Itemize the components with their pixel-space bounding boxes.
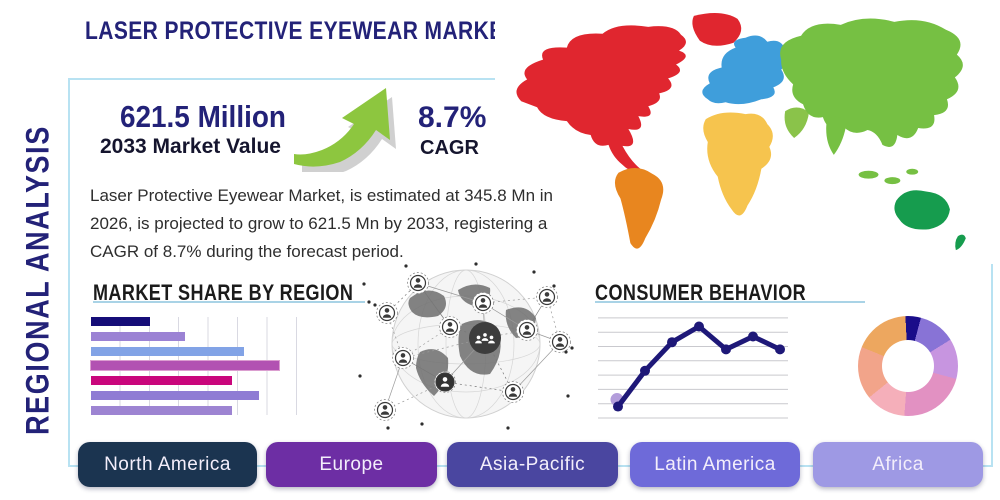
- page-title: LASER PROTECTIVE EYEWEAR MARKET: [85, 17, 517, 45]
- market-value-label: 2033 Market Value: [100, 135, 281, 158]
- region-tab-latin-america[interactable]: Latin America: [630, 442, 800, 487]
- bar-chart-title-underline: [93, 301, 365, 303]
- bar-chart-title: MARKET SHARE BY REGION: [93, 280, 354, 305]
- map-india: [826, 116, 847, 155]
- bar-segment: [91, 376, 233, 386]
- network-nodes: [358, 262, 574, 430]
- region-tab-asia-pacific[interactable]: Asia-Pacific: [447, 442, 618, 487]
- market-share-bar-chart: [89, 317, 303, 415]
- globe-network-illustration: [358, 262, 574, 430]
- bar-segment: [91, 391, 259, 401]
- map-africa: [703, 112, 773, 216]
- cagr-stat: 8.7%: [418, 101, 487, 134]
- line-chart-title-underline: [595, 301, 865, 303]
- growth-arrow-icon: [292, 84, 404, 176]
- bar-segment: [91, 317, 150, 326]
- market-description: Laser Protective Eyewear Market, is esti…: [90, 186, 553, 261]
- map-australia: [894, 190, 950, 230]
- map-middle-east: [784, 107, 810, 138]
- market-value-stat: 621.5 Million: [120, 99, 286, 134]
- map-north-america: [516, 25, 686, 171]
- map-new-zealand: [955, 234, 966, 251]
- bar-segment: [91, 346, 244, 356]
- consumer-behavior-line-chart: [598, 317, 788, 419]
- bar-segment: [89, 360, 281, 372]
- cagr-label: CAGR: [420, 137, 479, 159]
- map-europe: [702, 35, 789, 105]
- world-map: [495, 4, 995, 264]
- region-tab-africa[interactable]: Africa: [813, 442, 983, 487]
- side-label-regional-analysis: REGIONAL ANALYSIS: [19, 125, 56, 435]
- region-tab-europe[interactable]: Europe: [266, 442, 437, 487]
- map-southeast-asia: [858, 79, 954, 185]
- line-chart-title: CONSUMER BEHAVIOR: [595, 280, 807, 305]
- donut-chart: [858, 316, 958, 416]
- region-tab-north-america[interactable]: North America: [78, 442, 257, 487]
- bar-segment: [91, 405, 233, 415]
- bar-segment: [91, 331, 186, 341]
- map-south-america: [614, 167, 664, 249]
- map-greenland: [692, 13, 742, 46]
- map-asia: [780, 18, 963, 147]
